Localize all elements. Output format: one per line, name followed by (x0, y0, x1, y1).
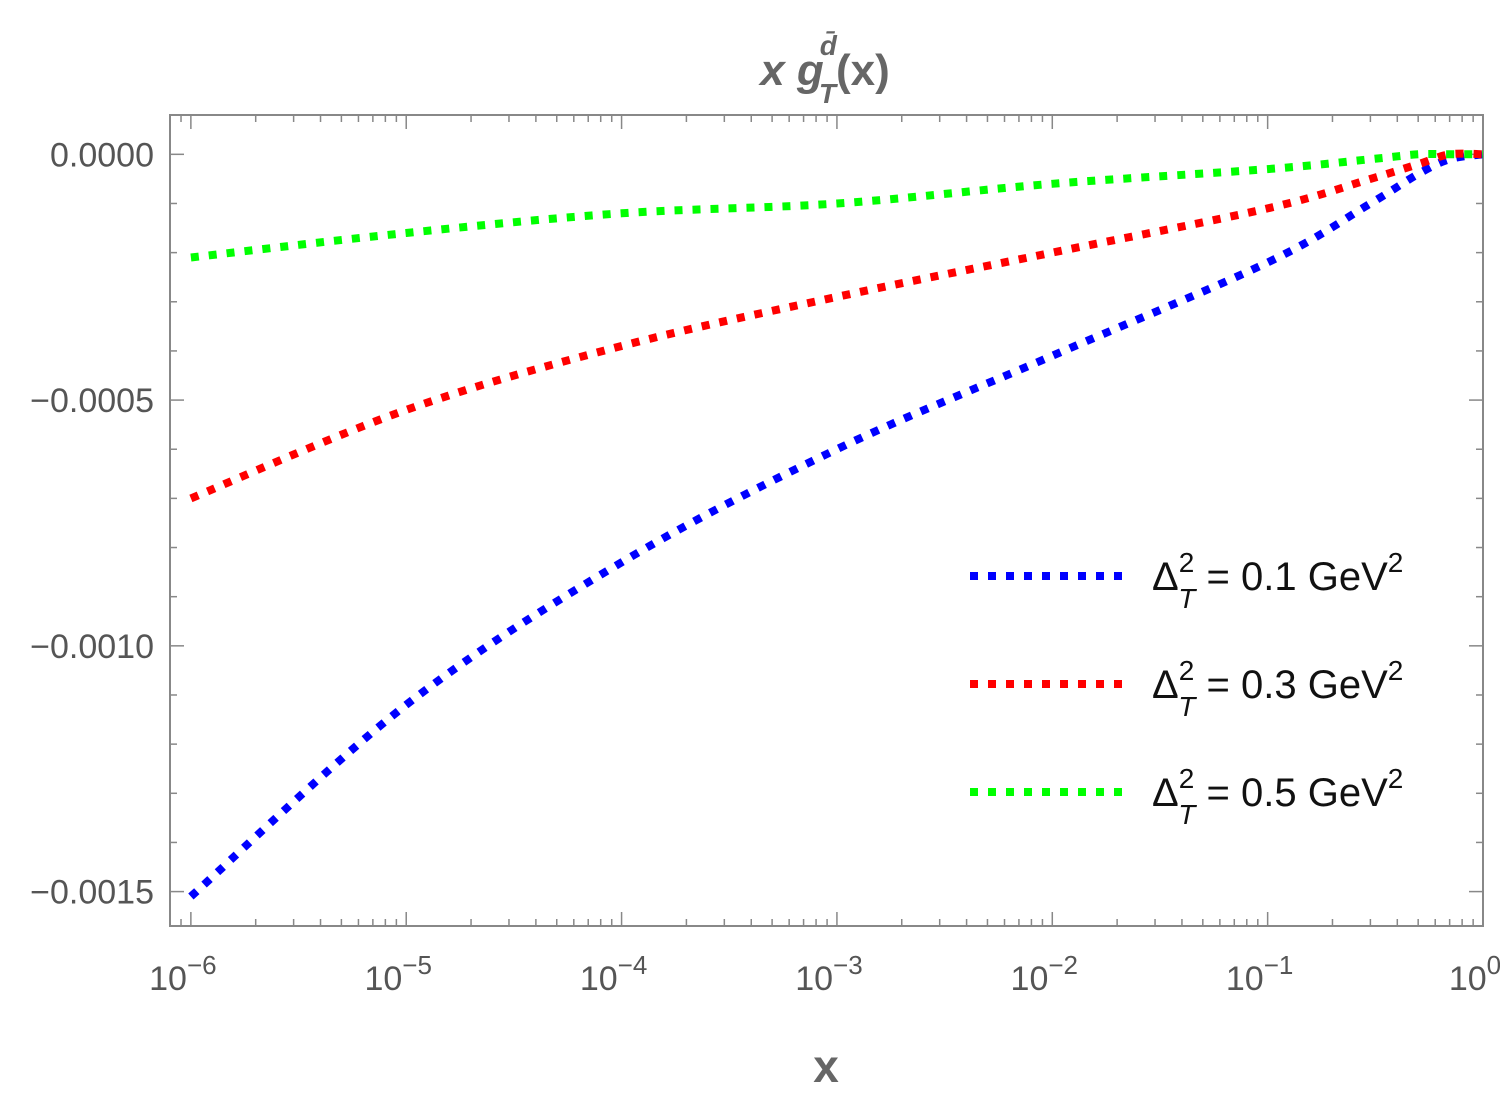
x-tick-label: 100 (1449, 950, 1500, 998)
series-group (188, 149, 1484, 900)
x-tick-label: 10−3 (795, 950, 862, 998)
legend-label: Δ2 T = 0.3 GeV2 (1152, 655, 1403, 722)
x-tick-labels: 10−6 10−5 10−4 10−3 10−2 10−1 100 (149, 950, 1500, 998)
x-axis-label: x (813, 1040, 839, 1092)
title-prefix: x g (758, 46, 824, 95)
y-tick-label: −0.0010 (30, 628, 154, 666)
x-tick-label: 10−1 (1226, 950, 1293, 998)
title-superscript: d̄ (820, 30, 838, 61)
chart-title: x gd̄ T(x) (758, 30, 890, 109)
axis-ticks (169, 115, 1484, 926)
y-tick-labels: 0.0000 −0.0005 −0.0010 −0.0015 (30, 136, 154, 911)
y-tick-label: 0.0000 (50, 136, 154, 174)
series-line (189, 149, 1484, 503)
series-line (190, 149, 1483, 262)
legend-label: Δ2 T = 0.5 GeV2 (1152, 763, 1403, 830)
x-tick-label: 10−6 (149, 950, 216, 998)
y-tick-label: −0.0015 (30, 874, 154, 912)
legend: Δ2 T = 0.1 GeV2 Δ2 T = 0.3 GeV2 Δ2 T = 0.5 Ge… (970, 547, 1403, 830)
series-line (188, 150, 1484, 900)
x-tick-label: 10−5 (364, 950, 431, 998)
legend-label: Δ2 T = 0.1 GeV2 (1152, 547, 1403, 614)
x-tick-label: 10−4 (580, 950, 647, 998)
title-suffix: (x) (836, 46, 890, 95)
x-tick-label: 10−2 (1011, 950, 1078, 998)
y-tick-label: −0.0005 (30, 382, 154, 420)
title-subscript: T (819, 78, 839, 109)
